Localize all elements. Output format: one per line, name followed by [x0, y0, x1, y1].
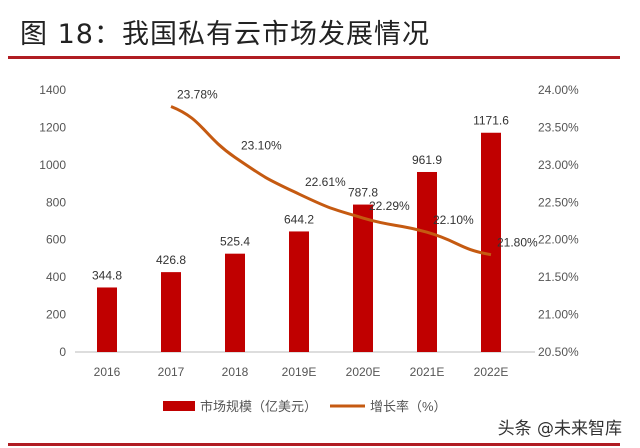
- left-tick-label: 600: [46, 233, 66, 247]
- chart-title: 图 18：我国私有云市场发展情况: [20, 19, 430, 50]
- left-tick-label: 1000: [39, 158, 66, 172]
- line-data-label: 22.10%: [433, 213, 474, 227]
- bar-data-label: 961.9: [412, 153, 442, 167]
- line-data-label: 23.10%: [241, 138, 282, 152]
- x-tick-label: 2020E: [346, 365, 381, 379]
- left-tick-label: 400: [46, 270, 66, 284]
- right-tick-label: 20.50%: [538, 345, 579, 359]
- bar: [225, 253, 245, 352]
- x-tick-label: 2022E: [474, 365, 509, 379]
- right-tick-label: 22.50%: [538, 195, 579, 209]
- left-tick-label: 200: [46, 308, 66, 322]
- left-tick-label: 1200: [39, 120, 66, 134]
- bar: [353, 204, 373, 352]
- line-data-label: 23.78%: [177, 87, 218, 101]
- right-tick-label: 23.50%: [538, 120, 579, 134]
- title-rule: [8, 56, 620, 59]
- bar: [289, 231, 309, 352]
- x-tick-label: 2021E: [410, 365, 445, 379]
- bar-data-label: 1171.6: [473, 114, 509, 128]
- bar: [481, 132, 501, 352]
- x-tick-label: 2018: [222, 365, 249, 379]
- watermark: 头条 @未来智库: [497, 419, 622, 439]
- left-tick-label: 800: [46, 195, 66, 209]
- bar: [417, 171, 437, 352]
- bar-data-label: 525.4: [220, 235, 250, 249]
- left-tick-label: 0: [59, 345, 66, 359]
- bar-data-label: 787.8: [348, 186, 378, 200]
- growth-line: [170, 105, 492, 257]
- line-data-label: 22.61%: [305, 175, 346, 189]
- left-tick-label: 1400: [39, 83, 66, 97]
- legend-bar-swatch: [163, 401, 195, 411]
- right-tick-label: 23.00%: [538, 158, 579, 172]
- right-tick-label: 24.00%: [538, 83, 579, 97]
- bar: [161, 272, 181, 352]
- legend-bar-label: 市场规模（亿美元）: [200, 399, 317, 414]
- line-data-label: 22.29%: [369, 199, 410, 213]
- bar-data-label: 344.8: [92, 268, 122, 282]
- right-tick-label: 21.00%: [538, 308, 579, 322]
- bar-data-label: 426.8: [156, 253, 186, 267]
- legend-line-label: 增长率（%）: [370, 399, 447, 414]
- right-tick-label: 21.50%: [538, 270, 579, 284]
- bottom-rule: [8, 443, 620, 446]
- x-tick-label: 2016: [94, 365, 121, 379]
- line-data-label: 21.80%: [497, 236, 538, 250]
- x-tick-label: 2019E: [282, 365, 317, 379]
- right-tick-label: 22.00%: [538, 233, 579, 247]
- bar-data-label: 644.2: [284, 212, 314, 226]
- x-tick-label: 2017: [158, 365, 185, 379]
- bar: [97, 287, 117, 352]
